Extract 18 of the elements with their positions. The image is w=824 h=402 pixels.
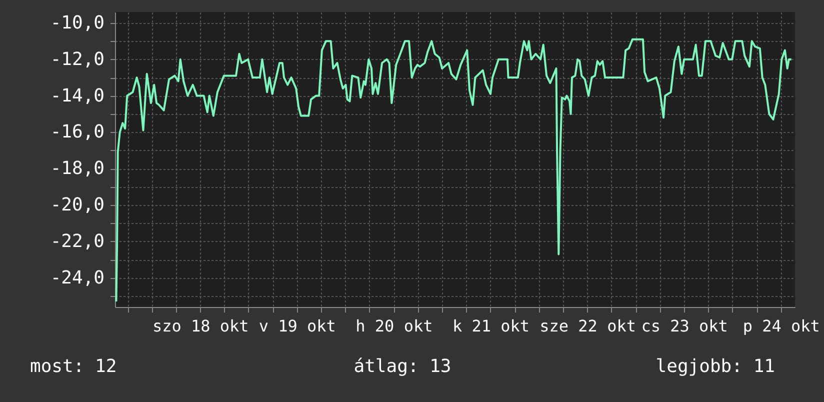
y-tick-label: -14,0: [50, 85, 104, 106]
y-tick-label: -10,0: [50, 12, 104, 34]
x-tick-label: szo 18 okt: [152, 316, 249, 336]
text: most: 12: [30, 356, 117, 377]
x-tick-label: cs 23 okt: [641, 316, 728, 336]
text: átlag: 13: [354, 356, 452, 377]
x-tick-label: p 24 okt: [742, 316, 820, 336]
y-tick-label: -20,0: [50, 194, 104, 216]
y-tick-label: -22,0: [50, 230, 104, 252]
x-tick-label: h 20 okt: [356, 316, 433, 336]
y-tick-label: -18,0: [50, 158, 104, 180]
x-tick-label: k 21 okt: [452, 316, 530, 336]
text: legjobb: 11: [656, 356, 775, 377]
y-tick-label: -16,0: [50, 122, 104, 143]
y-tick-label: -24,0: [50, 267, 104, 288]
x-tick-label: sze 22 okt: [540, 316, 636, 336]
y-tick-label: -12,0: [50, 48, 104, 70]
x-tick-label: v 19 okt: [258, 316, 336, 336]
